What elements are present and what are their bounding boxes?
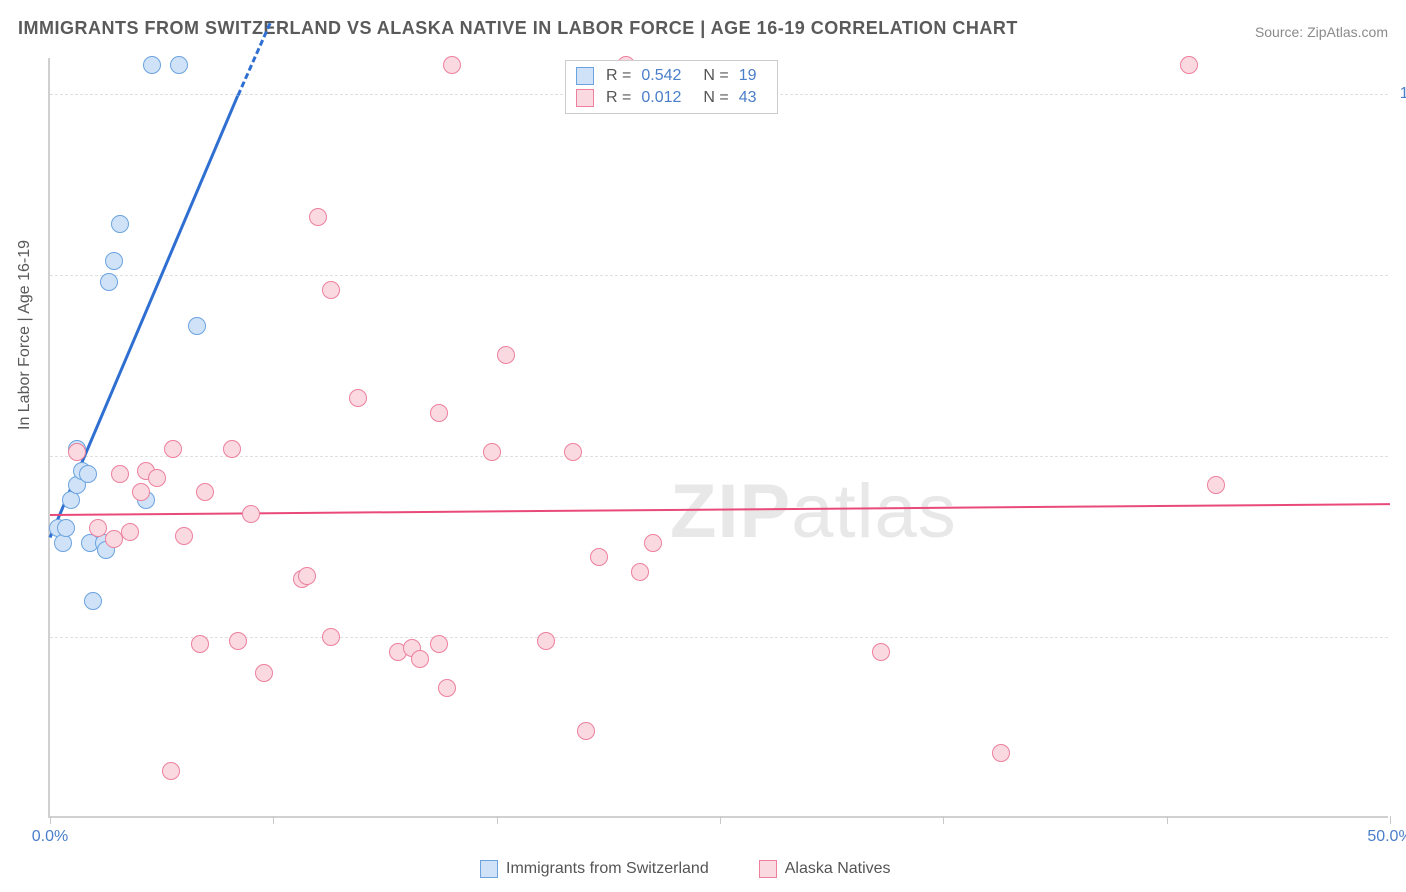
y-tick-label: 50.0%: [1394, 447, 1406, 465]
y-tick-label: 100.0%: [1394, 85, 1406, 103]
data-point: [992, 744, 1010, 762]
x-tick: [720, 816, 721, 824]
y-tick-label: 25.0%: [1394, 628, 1406, 646]
n-value-1: 19: [739, 67, 757, 85]
data-point: [175, 527, 193, 545]
gridline: [50, 456, 1388, 457]
n-label: N =: [703, 67, 728, 85]
data-point: [430, 404, 448, 422]
data-point: [322, 628, 340, 646]
data-point: [590, 548, 608, 566]
legend-label-2: Alaska Natives: [785, 860, 891, 878]
chart-container: IMMIGRANTS FROM SWITZERLAND VS ALASKA NA…: [0, 0, 1406, 892]
legend-swatch-1: [480, 860, 498, 878]
gridline: [50, 275, 1388, 276]
y-axis-label: In Labor Force | Age 16-19: [16, 240, 34, 430]
r-value-1: 0.542: [641, 67, 681, 85]
data-point: [1207, 476, 1225, 494]
x-tick-label: 50.0%: [1367, 828, 1406, 846]
x-tick: [497, 816, 498, 824]
legend-label-1: Immigrants from Switzerland: [506, 860, 709, 878]
data-point: [68, 443, 86, 461]
data-point: [105, 252, 123, 270]
data-point: [242, 505, 260, 523]
data-point: [631, 563, 649, 581]
stats-row-series1: R = 0.542 N = 19: [576, 65, 767, 87]
data-point: [309, 208, 327, 226]
data-point: [438, 679, 456, 697]
r-label: R =: [606, 67, 631, 85]
data-point: [1180, 56, 1198, 74]
stats-box: R = 0.542 N = 19 R = 0.012 N = 43: [565, 60, 778, 114]
data-point: [170, 56, 188, 74]
x-tick: [50, 816, 51, 824]
data-point: [79, 465, 97, 483]
swatch-series1: [576, 67, 594, 85]
data-point: [188, 317, 206, 335]
chart-title: IMMIGRANTS FROM SWITZERLAND VS ALASKA NA…: [18, 18, 1018, 39]
data-point: [322, 281, 340, 299]
data-point: [89, 519, 107, 537]
swatch-series2: [576, 89, 594, 107]
data-point: [483, 443, 501, 461]
plot-area: ZIPatlas 25.0%50.0%75.0%100.0%0.0%50.0%: [48, 58, 1388, 818]
y-tick-label: 75.0%: [1394, 266, 1406, 284]
data-point: [191, 635, 209, 653]
x-tick: [1390, 816, 1391, 824]
data-point: [229, 632, 247, 650]
x-tick: [273, 816, 274, 824]
data-point: [443, 56, 461, 74]
data-point: [100, 273, 118, 291]
data-point: [564, 443, 582, 461]
data-point: [298, 567, 316, 585]
data-point: [111, 465, 129, 483]
n-value-2: 43: [739, 89, 757, 107]
x-tick: [943, 816, 944, 824]
r-value-2: 0.012: [641, 89, 681, 107]
data-point: [143, 56, 161, 74]
data-point: [84, 592, 102, 610]
source-attribution: Source: ZipAtlas.com: [1255, 24, 1388, 40]
data-point: [164, 440, 182, 458]
data-point: [111, 215, 129, 233]
data-point: [196, 483, 214, 501]
watermark-rest: atlas: [791, 469, 957, 554]
data-point: [132, 483, 150, 501]
bottom-legend: Immigrants from Switzerland Alaska Nativ…: [480, 860, 891, 878]
data-point: [411, 650, 429, 668]
n-label: N =: [703, 89, 728, 107]
data-point: [537, 632, 555, 650]
legend-item-2: Alaska Natives: [759, 860, 891, 878]
legend-item-1: Immigrants from Switzerland: [480, 860, 709, 878]
data-point: [121, 523, 139, 541]
watermark: ZIPatlas: [670, 468, 957, 555]
data-point: [223, 440, 241, 458]
watermark-bold: ZIP: [670, 469, 791, 554]
data-point: [57, 519, 75, 537]
r-label: R =: [606, 89, 631, 107]
data-point: [162, 762, 180, 780]
data-point: [872, 643, 890, 661]
data-point: [497, 346, 515, 364]
x-tick: [1167, 816, 1168, 824]
gridline: [50, 637, 1388, 638]
data-point: [430, 635, 448, 653]
stats-row-series2: R = 0.012 N = 43: [576, 87, 767, 109]
data-point: [349, 389, 367, 407]
x-tick-label: 0.0%: [32, 828, 68, 846]
data-point: [255, 664, 273, 682]
data-point: [577, 722, 595, 740]
legend-swatch-2: [759, 860, 777, 878]
data-point: [148, 469, 166, 487]
data-point: [644, 534, 662, 552]
